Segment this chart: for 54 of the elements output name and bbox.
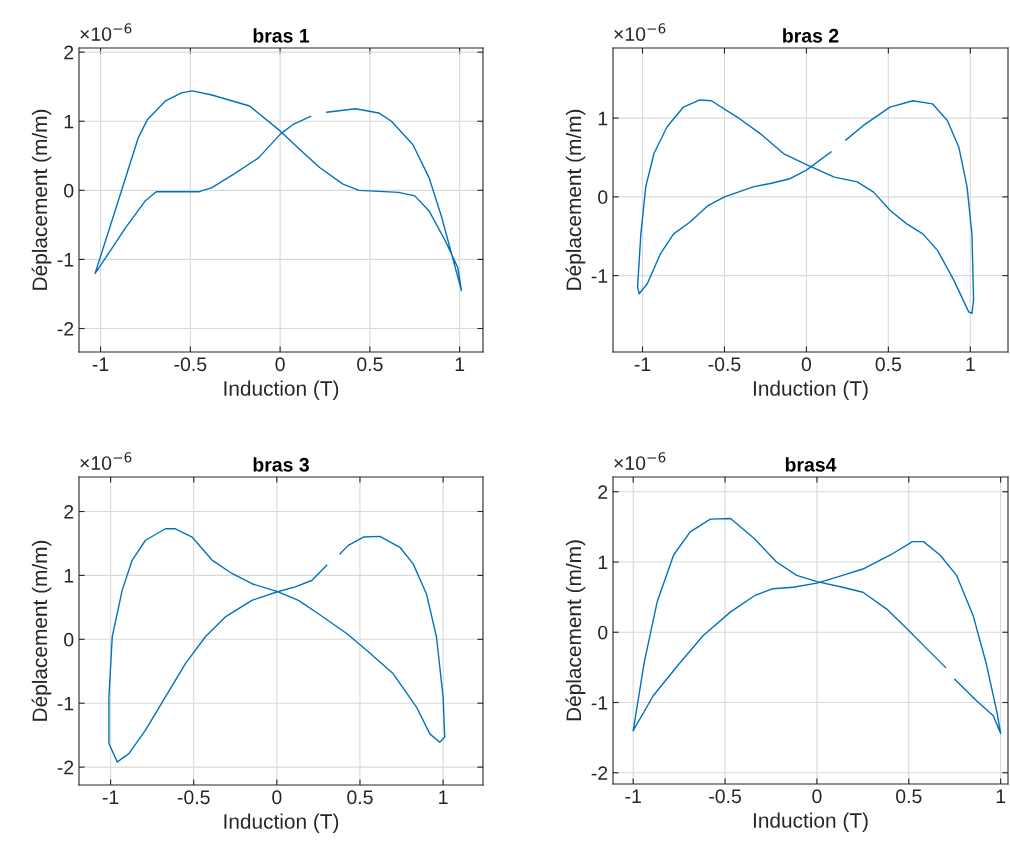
x-tick-label: 1 (996, 789, 1006, 803)
x-axis-title: Induction (T) (224, 380, 339, 400)
x-tick-label: 0 (275, 357, 285, 372)
x-tick-label: 1 (439, 790, 448, 804)
y-tick-label: -2 (57, 760, 74, 775)
y-tick-label: -2 (591, 766, 608, 780)
text: ×10$^{−6}$ (614, 452, 666, 470)
x-tick-label: 0 (801, 357, 812, 372)
y-tick-label: -1 (591, 696, 608, 710)
x-tick-label: 0.5 (347, 790, 373, 805)
x-tick-label: 0 (272, 790, 282, 805)
x-tick-label: -0.5 (709, 789, 742, 804)
x-axis-title: Induction (T) (753, 812, 868, 832)
chart-title: bras 2 (783, 28, 839, 43)
x-tick-label: 1 (455, 357, 465, 371)
chart-title: bras 1 (253, 28, 310, 43)
y-tick-label: 0 (64, 632, 74, 647)
x-tick-label: -1 (625, 789, 641, 803)
x-tick-label: -1 (102, 790, 119, 804)
text: ×10$^{−6}$ (614, 23, 666, 41)
x-axis-title: Induction (T) (224, 813, 339, 833)
y-tick-label: 1 (64, 114, 74, 129)
y-tick-label: 2 (598, 485, 608, 499)
x-tick-label: 0.5 (357, 357, 383, 372)
y-axis-title: Déplacement (m/m) (565, 109, 586, 290)
x-tick-label: -0.5 (174, 357, 207, 372)
x-tick-label: 0.5 (896, 789, 922, 804)
x-tick-label: -0.5 (708, 357, 741, 372)
x-axis-title: Induction (T) (753, 380, 868, 400)
y-axis-title: Déplacement (m/m) (31, 540, 52, 721)
y-tick-label: 2 (64, 504, 74, 519)
x-tick-label: -1 (634, 357, 651, 371)
y-tick-label: 0 (64, 183, 74, 198)
y-tick-label: 1 (598, 555, 608, 570)
y-tick-label: 1 (64, 569, 74, 583)
y-axis-title: Déplacement (m/m) (565, 540, 586, 721)
y-tick-label: 0 (598, 625, 608, 640)
x-tick-label: 0.5 (875, 357, 902, 372)
chart-title: bras4 (785, 457, 837, 472)
chart-title: bras 3 (253, 457, 309, 472)
x-tick-label: 0 (812, 789, 822, 804)
y-tick-label: 0 (598, 190, 608, 205)
text: ×10$^{−6}$ (80, 452, 132, 470)
y-tick-label: -1 (57, 253, 74, 267)
y-tick-label: -2 (57, 321, 74, 336)
y-tick-label: 2 (64, 45, 74, 60)
y-axis-title: Déplacement (m/m) (31, 109, 52, 290)
text: ×10$^{−6}$ (80, 23, 132, 41)
x-tick-label: -1 (92, 357, 109, 371)
x-tick-label: 1 (966, 357, 975, 371)
y-tick-label: -1 (57, 696, 74, 711)
y-tick-label: -1 (591, 269, 608, 283)
y-tick-label: 1 (598, 111, 608, 126)
x-tick-label: -0.5 (177, 790, 210, 805)
